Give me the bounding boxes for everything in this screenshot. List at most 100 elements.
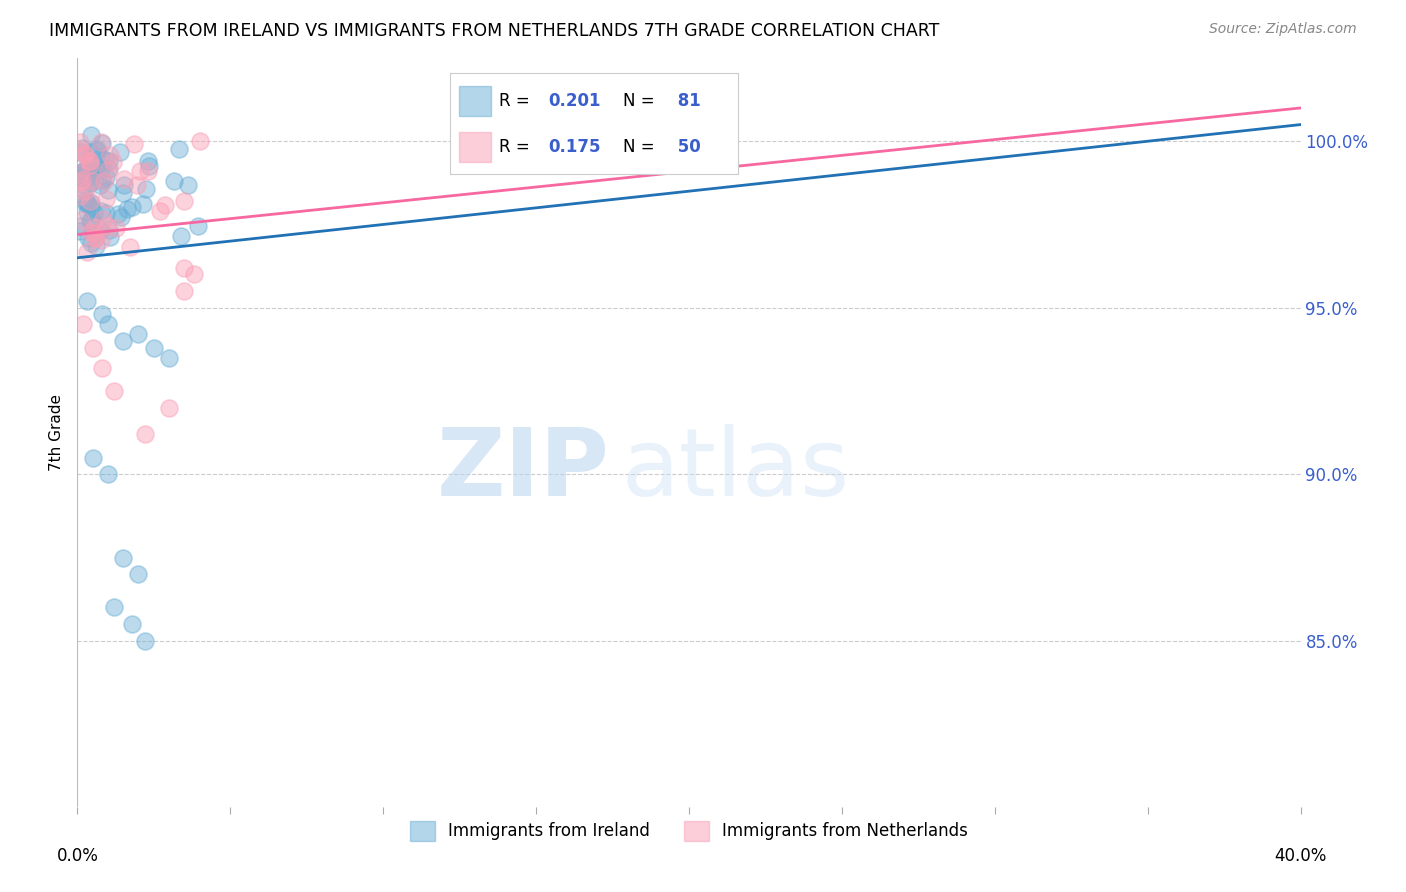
Point (170, 228, 193, 243)
Point (70, 173, 93, 187)
Point (86, 142, 108, 156)
Point (97, 162, 120, 177)
Point (75, 196, 97, 211)
Point (76, 245, 98, 260)
Point (89, 178, 111, 193)
Point (80, 165, 103, 179)
Text: 0.0%: 0.0% (56, 847, 98, 865)
Point (90, 136, 112, 150)
Point (97, 223, 120, 237)
Point (82, 164, 104, 178)
Point (98, 154, 121, 169)
Point (125, 178, 148, 193)
Point (84, 231, 107, 245)
Point (69, 224, 91, 238)
Point (94, 153, 117, 168)
Point (136, 163, 159, 178)
Point (173, 194, 195, 208)
Point (90, 135, 112, 149)
Point (134, 427, 156, 442)
Point (112, 550, 135, 565)
Point (72, 140, 94, 154)
Point (79, 176, 101, 190)
Point (108, 145, 131, 159)
Point (97, 183, 120, 197)
Point (83, 226, 105, 240)
Point (69, 166, 91, 180)
Point (70, 169, 93, 184)
Text: atlas: atlas (621, 424, 849, 516)
Point (69, 175, 91, 189)
Point (136, 154, 159, 169)
Point (80, 195, 103, 210)
Point (103, 384, 125, 398)
Point (90, 204, 112, 219)
Point (107, 207, 129, 221)
Text: 40.0%: 40.0% (1274, 847, 1327, 865)
Point (76, 195, 98, 210)
Point (79, 158, 101, 172)
Point (97, 318, 120, 332)
Point (89, 223, 111, 237)
Point (73, 146, 96, 161)
Point (90, 360, 112, 375)
Point (111, 186, 134, 200)
Point (82, 450, 104, 465)
Point (110, 210, 132, 224)
Point (69, 166, 91, 180)
Point (98, 230, 121, 244)
Point (122, 137, 145, 152)
Point (69, 136, 91, 150)
Point (96, 192, 118, 206)
Point (80, 235, 103, 250)
Point (75, 194, 97, 208)
Point (115, 202, 138, 216)
Point (112, 172, 135, 186)
Point (79, 226, 101, 240)
Point (79, 213, 101, 227)
Point (91, 173, 114, 187)
Point (97, 162, 120, 177)
Legend: Immigrants from Ireland, Immigrants from Netherlands: Immigrants from Ireland, Immigrants from… (404, 814, 974, 847)
Point (69, 145, 91, 160)
Point (80, 200, 103, 214)
Point (96, 219, 118, 234)
Point (138, 159, 160, 173)
Point (155, 198, 177, 212)
Point (157, 351, 180, 365)
Point (127, 567, 149, 582)
Point (90, 150, 112, 164)
Point (72, 318, 94, 332)
Point (105, 221, 128, 235)
Point (72, 163, 94, 178)
Point (69, 189, 91, 203)
Point (77, 162, 100, 177)
Point (70, 212, 93, 227)
Point (118, 239, 141, 253)
Point (173, 260, 195, 275)
Point (177, 178, 200, 193)
Point (75, 148, 97, 162)
Point (96, 206, 118, 220)
Point (84, 226, 107, 240)
Point (131, 197, 153, 211)
Point (69, 143, 91, 157)
Point (84, 159, 107, 173)
Y-axis label: 7th Grade: 7th Grade (49, 394, 65, 471)
Point (157, 401, 180, 415)
Point (129, 164, 152, 178)
Point (76, 204, 98, 219)
Point (112, 334, 135, 348)
Point (69, 219, 91, 233)
Point (84, 239, 107, 253)
Text: ZIP: ZIP (436, 424, 609, 516)
Point (183, 268, 205, 282)
Point (112, 178, 135, 192)
Point (173, 284, 195, 298)
Point (188, 134, 211, 148)
Point (163, 174, 186, 188)
Point (142, 341, 165, 355)
Point (169, 143, 191, 157)
Point (83, 206, 105, 220)
Point (79, 145, 101, 160)
